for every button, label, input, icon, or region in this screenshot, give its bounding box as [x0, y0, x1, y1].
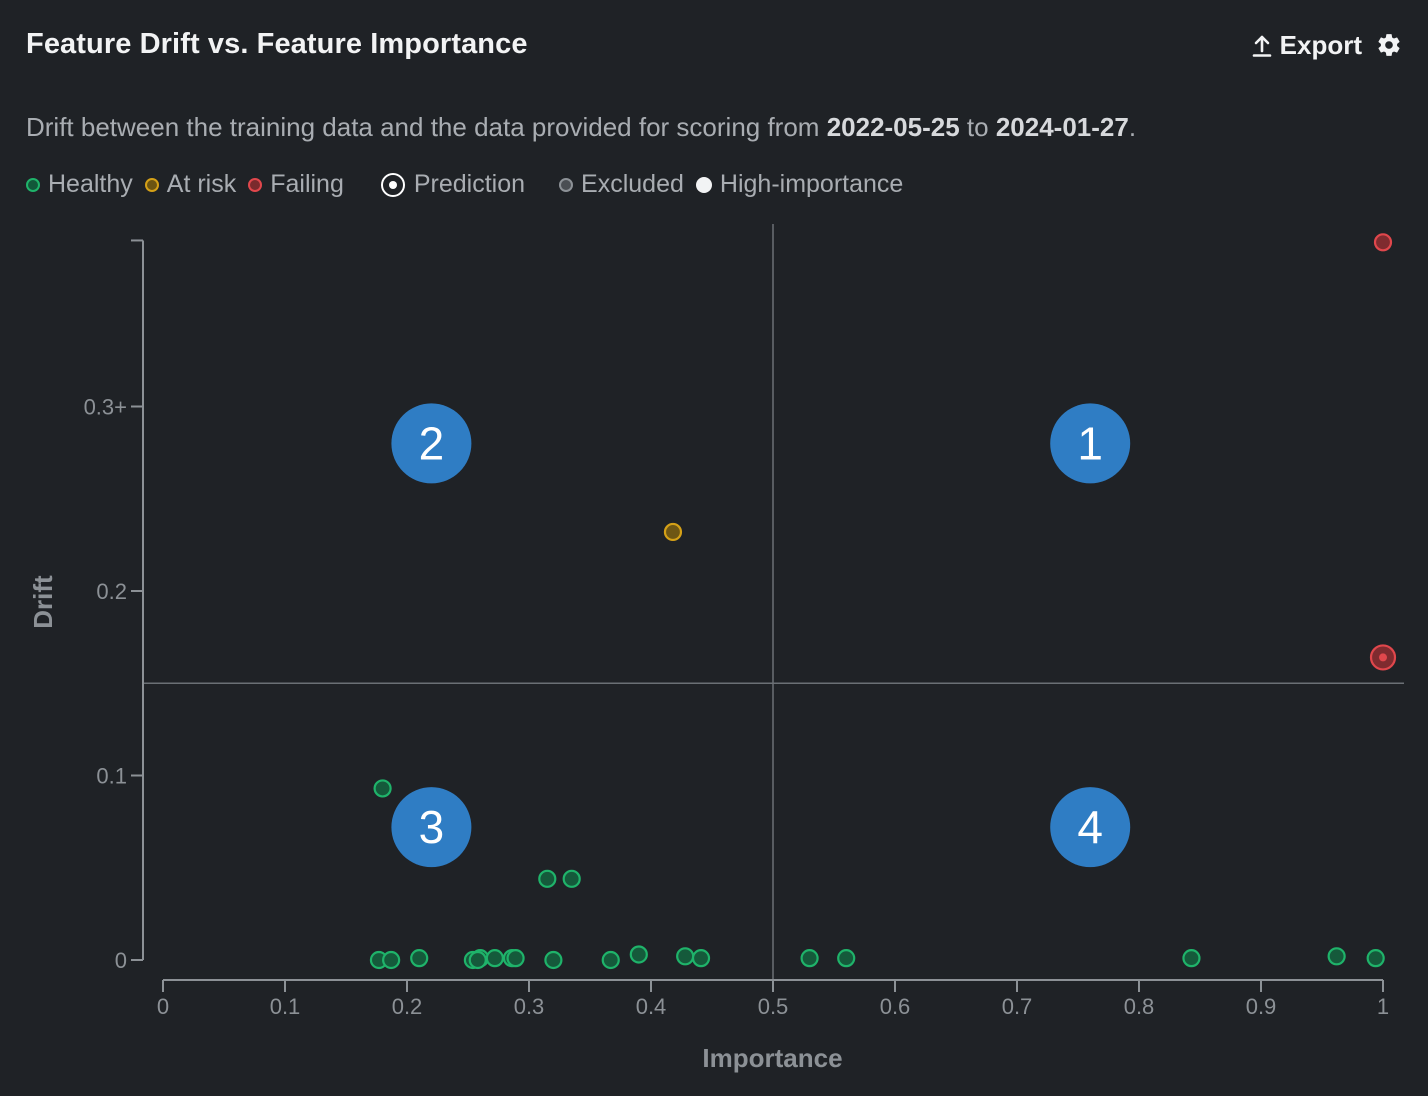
- data-point-healthy[interactable]: [1327, 947, 1346, 966]
- header-actions: Export: [1252, 28, 1402, 61]
- quadrant-label-3: 3: [419, 801, 445, 853]
- panel-header: Feature Drift vs. Feature Importance Exp…: [26, 28, 1402, 68]
- legend-label-failing: Failing: [270, 170, 344, 198]
- legend-label-prediction: Prediction: [413, 170, 526, 198]
- data-point-healthy[interactable]: [373, 779, 392, 798]
- x-tick-label: 0.2: [392, 994, 423, 1019]
- legend-label-at-risk: At risk: [166, 170, 237, 198]
- data-point-healthy[interactable]: [468, 950, 487, 970]
- excluded-dot-icon: [559, 177, 574, 192]
- export-label: Export: [1279, 30, 1362, 60]
- y-axis-title: Drift: [28, 575, 58, 629]
- legend-item-high-importance[interactable]: High-importance: [695, 170, 904, 199]
- data-point-healthy[interactable]: [1366, 949, 1385, 968]
- x-axis-title: Importance: [702, 1043, 842, 1073]
- data-point-healthy[interactable]: [629, 945, 648, 964]
- x-tick-label: 0.6: [880, 994, 911, 1019]
- upload-icon: [1252, 35, 1271, 57]
- data-point-healthy[interactable]: [410, 949, 429, 968]
- data-point-healthy[interactable]: [544, 950, 563, 970]
- data-point-healthy[interactable]: [837, 949, 856, 968]
- quadrant-badge-3: [391, 787, 472, 868]
- legend-label-excluded: Excluded: [581, 170, 684, 198]
- quadrant-label-1: 1: [1077, 417, 1103, 469]
- y-tick-label: 0: [115, 948, 127, 973]
- data-point-healthy[interactable]: [691, 949, 711, 968]
- legend-item-at-risk[interactable]: At risk: [144, 170, 237, 199]
- prediction-target-icon: [380, 172, 405, 197]
- legend-item-prediction[interactable]: Prediction: [380, 170, 525, 199]
- quadrant-badge-2: [391, 403, 472, 484]
- legend-item-healthy[interactable]: Healthy: [26, 170, 133, 199]
- export-button[interactable]: Export: [1252, 28, 1362, 61]
- data-point-failing[interactable]: [1373, 233, 1393, 252]
- subtitle-prefix: Drift between the training data and the …: [26, 112, 827, 142]
- subtitle-middle: to: [959, 112, 996, 142]
- x-tick-label: 0.5: [758, 994, 789, 1019]
- legend-label-healthy: Healthy: [48, 170, 133, 198]
- data-point-healthy[interactable]: [485, 949, 504, 968]
- data-point-healthy[interactable]: [382, 950, 401, 970]
- data-point-healthy[interactable]: [562, 869, 581, 888]
- data-point-healthy[interactable]: [601, 950, 620, 970]
- quadrant-label-4: 4: [1077, 801, 1103, 853]
- start-date: 2022-05-25: [826, 112, 960, 142]
- x-tick-label: 0.9: [1246, 994, 1277, 1019]
- legend-label-high-importance: High-importance: [719, 170, 904, 198]
- failing-dot-icon: [248, 177, 263, 192]
- y-tick-label: 0.1: [96, 764, 127, 789]
- healthy-dot-icon: [26, 177, 40, 192]
- x-tick-label: 0.8: [1124, 994, 1155, 1019]
- legend-item-excluded[interactable]: Excluded: [559, 170, 684, 199]
- x-tick-label: 0.3: [514, 994, 545, 1019]
- at-risk-dot-icon: [144, 177, 159, 192]
- y-tick-label: 0.2: [96, 579, 127, 604]
- gear-icon: [1378, 33, 1400, 56]
- data-point-healthy[interactable]: [538, 869, 557, 888]
- quadrant-badge-1: [1050, 403, 1131, 484]
- chart-subtitle: Drift between the training data and the …: [26, 112, 1136, 143]
- data-point-healthy[interactable]: [1182, 949, 1201, 968]
- end-date: 2024-01-27: [995, 112, 1129, 142]
- x-tick-label: 0.4: [636, 994, 667, 1019]
- settings-button[interactable]: [1376, 32, 1402, 58]
- y-tick-label: 0.3+: [84, 395, 127, 420]
- chart-legend: Healthy At risk Failing Prediction Exclu…: [26, 170, 915, 199]
- data-point-healthy[interactable]: [676, 947, 695, 966]
- x-tick-label: 0.7: [1002, 994, 1033, 1019]
- page-title: Feature Drift vs. Feature Importance: [26, 28, 528, 60]
- x-tick-label: 0: [157, 994, 169, 1019]
- data-point-healthy[interactable]: [800, 949, 819, 968]
- legend-item-failing[interactable]: Failing: [248, 170, 344, 199]
- quadrant-badge-4: [1050, 787, 1131, 868]
- subtitle-suffix: .: [1128, 112, 1137, 142]
- x-tick-label: 0.1: [270, 994, 301, 1019]
- data-point-healthy[interactable]: [506, 949, 525, 968]
- prediction-point-center: [1379, 653, 1387, 662]
- x-tick-label: 1: [1377, 994, 1389, 1019]
- high-importance-dot-icon: [695, 176, 712, 193]
- data-point-at-risk[interactable]: [663, 522, 683, 542]
- quadrant-label-2: 2: [419, 417, 445, 469]
